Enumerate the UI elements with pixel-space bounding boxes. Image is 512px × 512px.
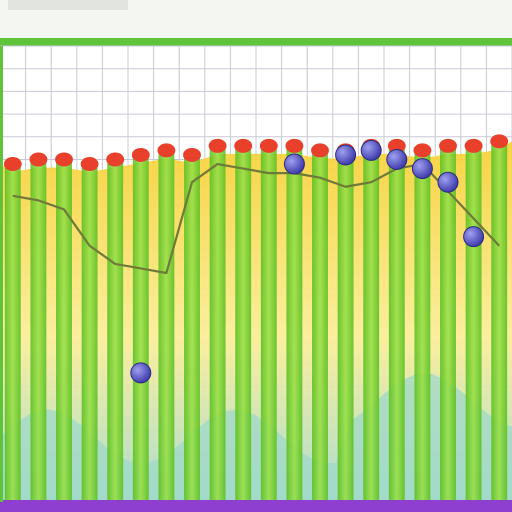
bar-cap: [285, 138, 304, 153]
bar-cap: [413, 143, 432, 158]
bar: [388, 145, 405, 500]
bar-cap: [234, 138, 253, 153]
scatter-point: [437, 171, 459, 193]
scatter-series: [130, 139, 485, 384]
area-lower-band: [0, 373, 512, 500]
bar: [363, 145, 380, 500]
bar-cap: [29, 152, 48, 167]
bar: [312, 150, 328, 501]
scatter-point: [386, 149, 408, 170]
bar-cap: [80, 157, 99, 172]
area-fill: [0, 141, 512, 500]
bar-cap: [106, 152, 125, 167]
bar: [465, 145, 482, 500]
bar: [107, 159, 124, 500]
bar: [235, 145, 252, 500]
bar: [286, 145, 303, 500]
bar-cap: [55, 152, 73, 167]
scatter-point: [360, 139, 382, 161]
bar: [337, 150, 354, 501]
bar-cap: [464, 138, 483, 153]
scatter-point: [130, 362, 152, 384]
bar-cap: [387, 138, 406, 153]
bar: [4, 164, 21, 501]
header-tab: [8, 0, 128, 10]
bar-cap: [157, 143, 176, 158]
scatter-point: [411, 158, 433, 180]
bar-cap: [311, 143, 329, 158]
bar-cap: [3, 157, 22, 172]
bar: [158, 150, 175, 501]
bottom-base-bar: [0, 500, 512, 512]
scatter-point: [283, 153, 305, 175]
bar: [440, 145, 456, 500]
bar-cap: [259, 138, 278, 153]
bar: [184, 154, 200, 500]
bar: [132, 154, 149, 500]
left-frame-edge: [0, 46, 3, 502]
bar: [209, 145, 226, 500]
bar: [260, 145, 277, 500]
bar: [491, 141, 508, 500]
scatter-point: [335, 144, 357, 166]
bar-cap: [183, 147, 201, 162]
bar: [414, 150, 431, 501]
bar: [81, 164, 98, 501]
bar-cap: [208, 138, 227, 153]
bar: [56, 159, 72, 500]
bar-cap: [490, 134, 509, 149]
top-frame-bar: [0, 38, 512, 46]
bar-cap: [439, 138, 457, 153]
scatter-point: [463, 226, 485, 248]
bar-cap: [131, 147, 150, 162]
bar: [30, 159, 47, 500]
